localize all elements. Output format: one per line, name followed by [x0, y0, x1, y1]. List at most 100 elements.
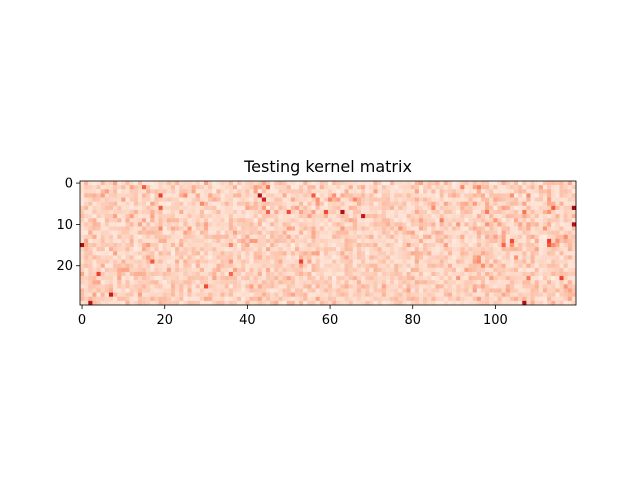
heatmap-cell — [406, 197, 411, 202]
heatmap-cell — [340, 288, 345, 293]
heatmap-cell — [361, 284, 366, 289]
heatmap-cell — [154, 300, 159, 306]
heatmap-cell — [315, 197, 320, 202]
heatmap-cell — [278, 251, 283, 256]
heatmap-cell — [398, 284, 403, 289]
heatmap-cell — [551, 238, 556, 244]
heatmap-cell — [336, 243, 341, 248]
heatmap-cell — [224, 300, 229, 306]
heatmap-cell — [567, 205, 573, 211]
heatmap-cell — [344, 276, 349, 281]
heatmap-cell — [303, 218, 308, 223]
heatmap-cell — [534, 271, 539, 277]
heatmap-cell — [369, 238, 374, 244]
heatmap-cell — [261, 230, 267, 235]
heatmap-cell — [175, 222, 180, 227]
heatmap-cell — [559, 255, 564, 260]
heatmap-cell — [398, 234, 403, 240]
heatmap-cell — [121, 267, 126, 273]
heatmap-cell — [142, 251, 147, 256]
heatmap-cell — [187, 193, 192, 198]
heatmap-cell — [266, 251, 271, 256]
heatmap-cell — [435, 238, 440, 244]
heatmap-cell — [476, 209, 482, 215]
heatmap-cell — [323, 226, 329, 231]
heatmap-cell — [137, 300, 143, 306]
heatmap-cell — [336, 238, 341, 244]
heatmap-cell — [162, 276, 167, 281]
heatmap-cell — [96, 197, 101, 202]
heatmap-cell — [406, 205, 411, 211]
heatmap-cell — [555, 218, 560, 223]
heatmap-cell — [472, 296, 477, 302]
heatmap-cell — [460, 214, 465, 219]
heatmap-cell — [158, 288, 163, 293]
heatmap-cell — [278, 226, 283, 231]
heatmap-cell — [336, 280, 341, 285]
heatmap-cell — [332, 234, 337, 240]
heatmap-cell — [394, 214, 399, 219]
heatmap-cell — [212, 189, 217, 194]
heatmap-cell — [328, 271, 333, 277]
x-tick-label: 100 — [483, 313, 508, 328]
heatmap-cell — [204, 218, 209, 223]
heatmap-cell — [385, 292, 391, 297]
heatmap-cell — [390, 226, 395, 231]
heatmap-cell — [117, 300, 122, 306]
heatmap-cell — [108, 197, 114, 202]
heatmap-cell — [224, 276, 229, 281]
heatmap-cell — [480, 197, 486, 202]
heatmap-cell — [294, 218, 300, 223]
heatmap-cell — [435, 234, 440, 240]
heatmap-cell — [84, 243, 89, 248]
heatmap-cell — [80, 276, 85, 281]
heatmap-cell — [381, 271, 387, 277]
heatmap-cell — [452, 230, 457, 235]
heatmap-cell — [497, 243, 502, 248]
heatmap-cell — [418, 284, 424, 289]
heatmap-cell — [84, 280, 89, 285]
heatmap-cell — [125, 205, 130, 211]
heatmap-cell — [162, 189, 167, 194]
heatmap-cell — [431, 230, 436, 235]
heatmap-cell — [439, 181, 444, 186]
heatmap-cell — [121, 259, 126, 264]
heatmap-cell — [559, 263, 564, 268]
heatmap-cell — [307, 222, 312, 227]
heatmap-cell — [311, 234, 316, 240]
heatmap-cell — [257, 263, 263, 268]
heatmap-cell — [361, 189, 366, 194]
heatmap-cell — [92, 292, 97, 297]
heatmap-cell — [563, 288, 568, 293]
heatmap-cell — [501, 209, 506, 215]
heatmap-cell — [505, 226, 511, 231]
heatmap-cell — [493, 214, 498, 219]
heatmap-cell — [328, 209, 333, 215]
heatmap-cell — [551, 243, 556, 248]
heatmap-cell — [294, 284, 300, 289]
heatmap-cell — [228, 222, 234, 227]
heatmap-cell — [522, 193, 527, 198]
heatmap-cell — [563, 214, 568, 219]
heatmap-cell — [80, 251, 85, 256]
heatmap-cell — [278, 300, 283, 306]
heatmap-cell — [443, 218, 449, 223]
heatmap-cell — [381, 226, 387, 231]
heatmap-cell — [542, 201, 548, 206]
heatmap-cell — [390, 222, 395, 227]
heatmap-cell — [104, 222, 110, 227]
heatmap-cell — [501, 185, 506, 190]
heatmap-cell — [88, 288, 93, 293]
heatmap-cell — [332, 201, 337, 206]
heatmap-cell — [398, 271, 403, 277]
heatmap-cell — [278, 284, 283, 289]
heatmap-cell — [534, 222, 539, 227]
heatmap-cell — [377, 292, 382, 297]
heatmap-cell — [294, 234, 300, 240]
heatmap-cell — [278, 209, 283, 215]
heatmap-cell — [423, 197, 428, 202]
heatmap-cell — [522, 234, 527, 240]
heatmap-cell — [179, 201, 184, 206]
heatmap-cell — [348, 247, 353, 252]
heatmap-cell — [485, 226, 490, 231]
